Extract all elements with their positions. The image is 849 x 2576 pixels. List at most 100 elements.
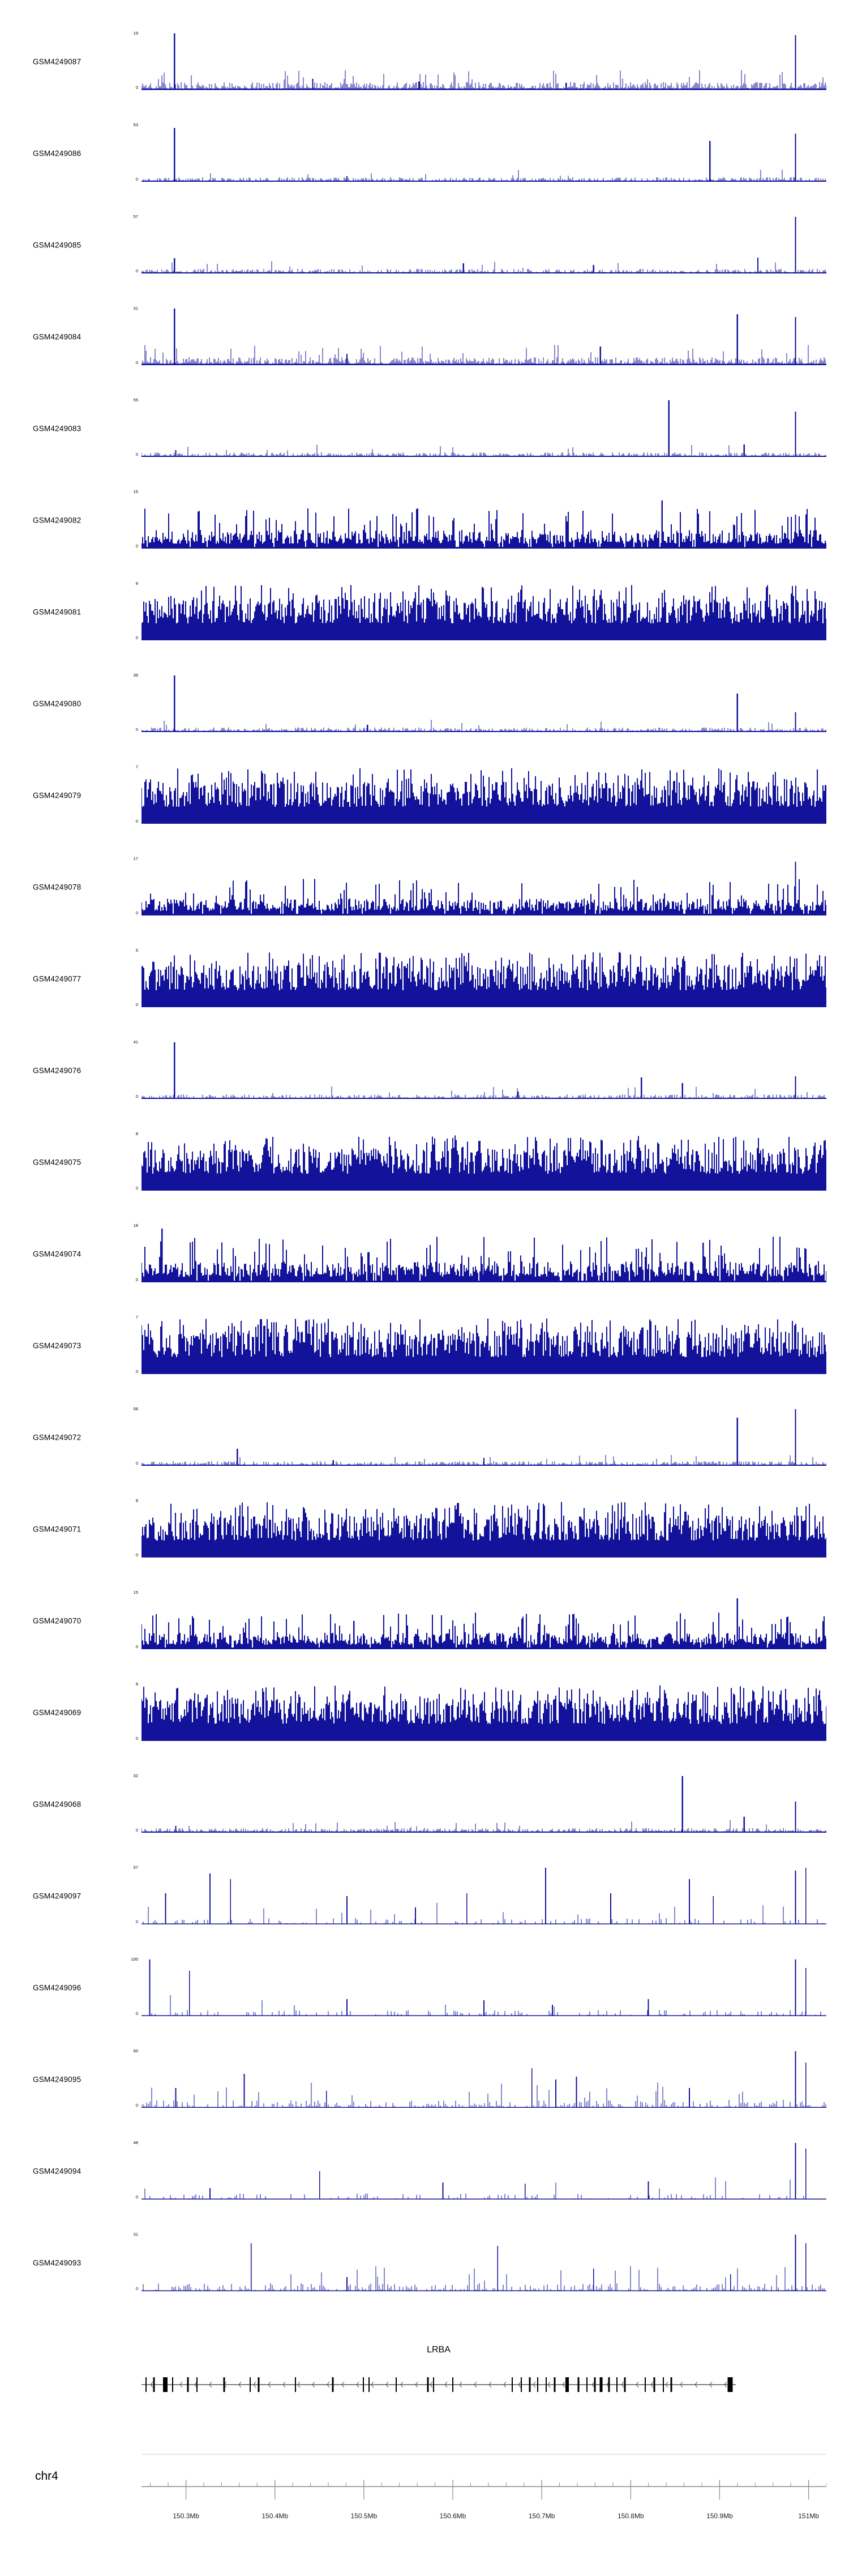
- track-yaxis-max: 8: [135, 581, 138, 586]
- track-label: GSM4249097: [33, 1892, 82, 1901]
- exon-box: [250, 2377, 251, 2392]
- track-yaxis-max: 32: [133, 1773, 138, 1778]
- signal-track-row-GSM4249087: GSM4249087 19 0: [0, 16, 849, 108]
- exon-box: [172, 2377, 173, 2392]
- signal-track-row-GSM4249084: GSM4249084 31 0: [0, 291, 849, 383]
- exon-box: [427, 2377, 429, 2392]
- track-yaxis-max: 57: [133, 214, 138, 219]
- coverage-histogram: [142, 2235, 826, 2291]
- genome-axis-track: 150.3Mb 150.4Mb 150.5Mb 150.6Mb 150.7Mb 150.8…: [142, 2454, 826, 2520]
- axis-tick-label: 150.6Mb: [440, 2512, 466, 2520]
- track-yaxis-min: 0: [135, 2011, 138, 2016]
- exon-box: [546, 2377, 547, 2392]
- signal-track-row-GSM4249068: GSM4249068 32 0: [0, 1758, 849, 1850]
- coverage-histogram: [142, 400, 826, 457]
- exon-box: [624, 2377, 626, 2392]
- chromosome-label: chr4: [35, 2470, 58, 2483]
- track-yaxis-max: 53: [133, 122, 138, 127]
- exon-box: [223, 2377, 225, 2392]
- signal-track-row-GSM4249070: GSM4249070 15 0: [0, 1575, 849, 1667]
- track-label: GSM4249070: [33, 1616, 82, 1625]
- track-yaxis-min: 0: [135, 1277, 138, 1282]
- track-yaxis-max: 8: [135, 1498, 138, 1503]
- track-label: GSM4249083: [33, 424, 82, 433]
- track-yaxis-max: 15: [133, 489, 138, 494]
- exon-box: [332, 2377, 334, 2392]
- track-label: GSM4249084: [33, 332, 82, 341]
- signal-track-row-GSM4249085: GSM4249085 57 0: [0, 199, 849, 291]
- track-yaxis-min: 0: [135, 1002, 138, 1007]
- signal-track-row-GSM4249082: GSM4249082 15 0: [0, 474, 849, 566]
- track-yaxis-min: 0: [135, 1552, 138, 1557]
- exon-box: [396, 2377, 397, 2392]
- exon-box: [512, 2377, 513, 2392]
- track-label: GSM4249093: [33, 2258, 82, 2267]
- strand-direction-arrows: [150, 2381, 727, 2388]
- track-label: GSM4249085: [33, 241, 82, 250]
- track-label: GSM4249080: [33, 699, 82, 708]
- exon-box: [295, 2377, 296, 2392]
- exon-box: [599, 2377, 603, 2392]
- coverage-histogram: [142, 862, 826, 915]
- coverage-histogram: [142, 1776, 826, 1833]
- coverage-histogram: [142, 585, 826, 640]
- track-label: GSM4249072: [33, 1433, 82, 1442]
- track-yaxis-min: 0: [135, 635, 138, 640]
- track-label: GSM4249069: [33, 1708, 82, 1717]
- track-label: GSM4249094: [33, 2167, 82, 2176]
- coverage-histogram: [142, 768, 826, 824]
- track-yaxis-max: 100: [131, 1957, 138, 1962]
- exon-box: [577, 2377, 580, 2392]
- track-yaxis-max: 5: [135, 948, 138, 953]
- track-yaxis-max: 58: [133, 1406, 138, 1411]
- track-yaxis-min: 0: [135, 1369, 138, 1374]
- exon-box: [258, 2377, 260, 2392]
- track-yaxis-min: 0: [135, 360, 138, 365]
- track-label: GSM4249071: [33, 1525, 82, 1534]
- exon-box: [196, 2377, 198, 2392]
- track-yaxis-max: 19: [133, 31, 138, 36]
- exon-box: [145, 2377, 147, 2392]
- exon-box: [452, 2377, 453, 2392]
- exon-box: [163, 2377, 168, 2392]
- track-yaxis-min: 0: [135, 1094, 138, 1099]
- coverage-histogram: [142, 1042, 826, 1099]
- exon-box: [529, 2377, 531, 2392]
- track-label: GSM4249086: [33, 149, 82, 158]
- track-yaxis-min: 0: [135, 1919, 138, 1924]
- track-yaxis-max: 7: [135, 764, 138, 769]
- signal-track-row-GSM4249069: GSM4249069 8 0: [0, 1667, 849, 1758]
- exon-box: [554, 2377, 556, 2392]
- track-yaxis-max: 18: [133, 1223, 138, 1228]
- coverage-histogram: [142, 2143, 826, 2200]
- signal-track-row-GSM4249097: GSM4249097 57 0: [0, 1850, 849, 1942]
- signal-track-row-GSM4249081: GSM4249081 8 0: [0, 566, 849, 658]
- signal-track-row-GSM4249095: GSM4249095 60 0: [0, 2034, 849, 2125]
- track-label: GSM4249095: [33, 2075, 82, 2084]
- track-yaxis-max: 57: [133, 1865, 138, 1870]
- exon-box: [616, 2377, 618, 2392]
- coverage-histogram: [142, 500, 826, 549]
- axis-tick-label: 150.7Mb: [529, 2512, 555, 2520]
- track-yaxis-min: 0: [135, 1736, 138, 1741]
- track-label: GSM4249096: [33, 1983, 82, 1992]
- exon-box: [670, 2377, 672, 2392]
- signal-track-row-GSM4249074: GSM4249074 18 0: [0, 1208, 849, 1300]
- signal-tracks-container: GSM4249087 19 0 GSM4249086 53 0 GSM4249085 57 0 G…: [0, 16, 849, 2309]
- coverage-histogram: [142, 1868, 826, 1924]
- coverage-histogram: [142, 1959, 826, 2016]
- coverage-histogram: [142, 217, 826, 273]
- coverage-histogram: [142, 128, 826, 182]
- track-yaxis-max: 8: [135, 1131, 138, 1136]
- track-yaxis-max: 60: [133, 2048, 138, 2053]
- track-label: GSM4249081: [33, 607, 82, 617]
- exon-box: [363, 2377, 364, 2392]
- signal-track-row-GSM4249093: GSM4249093 31 0: [0, 2217, 849, 2309]
- track-label: GSM4249077: [33, 974, 82, 983]
- signal-track-row-GSM4249072: GSM4249072 58 0: [0, 1392, 849, 1483]
- axis-tick-label: 150.4Mb: [261, 2512, 288, 2520]
- signal-track-row-GSM4249096: GSM4249096 100 0: [0, 1942, 849, 2034]
- track-yaxis-min: 0: [135, 1461, 138, 1466]
- track-yaxis-min: 0: [135, 2103, 138, 2108]
- track-label: GSM4249079: [33, 791, 82, 800]
